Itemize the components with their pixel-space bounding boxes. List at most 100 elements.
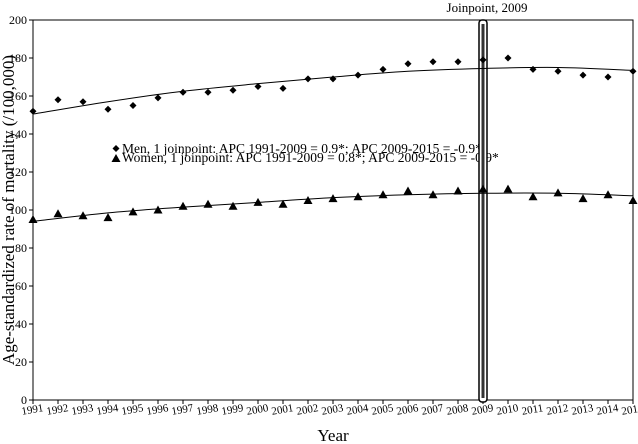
men-point <box>554 67 562 75</box>
x-axis-ticks: 1991 1992 1993 1994 1995 1996 1997 1998 1999 2000… <box>21 400 638 418</box>
men-point <box>454 58 462 66</box>
men-point <box>529 65 537 73</box>
x-tick-label: 2009 <box>471 402 495 418</box>
x-tick-label: 2007 <box>421 402 445 418</box>
women-point <box>503 184 513 193</box>
y-tick-label: 180 <box>9 51 27 65</box>
x-tick-label: 1994 <box>96 402 120 418</box>
men-point <box>629 67 637 75</box>
legend-label-women: Women, 1 joinpoint: APC 1991-2009 = 0.8*… <box>122 150 499 165</box>
women-point <box>53 209 63 218</box>
data-points <box>28 54 638 223</box>
women-point <box>28 215 38 223</box>
women-point <box>253 197 263 206</box>
y-tick-label: 100 <box>9 203 27 217</box>
women-point <box>628 196 638 204</box>
men-point <box>404 60 412 68</box>
y-tick-label: 120 <box>9 165 27 179</box>
x-tick-label: 1992 <box>46 402 70 418</box>
women-point <box>303 196 313 204</box>
x-tick-label: 1995 <box>121 402 145 418</box>
men-point <box>179 88 187 96</box>
x-tick-label: 2002 <box>296 402 320 418</box>
women-point <box>403 186 413 195</box>
men-point <box>379 65 387 73</box>
x-tick-label: 2005 <box>371 402 395 418</box>
women-point <box>228 201 238 210</box>
men-point <box>79 98 87 106</box>
women-point <box>278 199 288 208</box>
men-point <box>279 84 287 92</box>
women-point <box>78 211 88 220</box>
women-point <box>378 190 388 199</box>
women-point <box>528 192 538 201</box>
x-tick-label: 2012 <box>546 402 570 418</box>
women-point <box>103 213 113 222</box>
men-point <box>229 86 237 94</box>
x-tick-label: 2015 <box>621 402 638 418</box>
men-point <box>154 94 162 102</box>
x-tick-label: 2010 <box>496 402 520 418</box>
women-point <box>153 205 163 214</box>
x-tick-label: 2006 <box>396 402 420 418</box>
y-tick-label: 60 <box>15 279 27 293</box>
x-tick-label: 2000 <box>246 402 270 418</box>
women-point <box>203 199 213 208</box>
men-point <box>604 73 612 81</box>
women-point <box>453 186 463 195</box>
women-point <box>178 201 188 210</box>
y-axis-title: Age-standardized rate of mortality (/100… <box>0 55 18 365</box>
x-tick-label: 2008 <box>446 402 470 418</box>
x-tick-label: 1998 <box>196 402 220 418</box>
x-tick-label: 2004 <box>346 402 370 418</box>
women-point <box>603 190 613 199</box>
y-tick-label: 0 <box>21 393 27 407</box>
legend-marker-women <box>111 154 121 162</box>
joinpoint-bar-core <box>481 24 485 398</box>
x-axis-title: Year <box>317 426 349 444</box>
men-point <box>204 88 212 96</box>
women-point <box>353 192 363 201</box>
women-point <box>478 184 488 193</box>
y-tick-label: 140 <box>9 127 27 141</box>
x-tick-label: 1993 <box>71 402 95 418</box>
x-tick-label: 2011 <box>521 402 544 418</box>
women-point <box>328 194 338 203</box>
x-tick-label: 2014 <box>596 402 620 418</box>
women-point <box>428 190 438 199</box>
joinpoint-label: Joinpoint, 2009 <box>447 0 528 15</box>
legend: Men, 1 joinpoint: APC 1991-2009 = 0.9*; … <box>111 141 499 165</box>
x-tick-label: 1997 <box>171 402 195 418</box>
men-point <box>129 102 137 109</box>
trend-line-men <box>32 66 634 115</box>
x-tick-label: 1996 <box>146 402 170 418</box>
x-tick-label: 1999 <box>221 402 245 418</box>
men-point <box>254 83 262 90</box>
y-tick-label: 200 <box>9 13 27 27</box>
x-tick-label: 2013 <box>571 402 595 418</box>
men-point <box>54 96 62 104</box>
y-axis-ticks: 0 20 40 60 80 100 120 140 160 180 200 <box>9 13 33 407</box>
x-tick-label: 2001 <box>271 402 295 418</box>
men-point <box>504 54 512 62</box>
men-point <box>104 105 112 113</box>
men-point <box>304 75 312 83</box>
legend-marker-men <box>112 145 120 152</box>
women-point <box>578 194 588 203</box>
y-tick-label: 40 <box>15 317 27 331</box>
men-point <box>354 71 362 79</box>
y-tick-label: 20 <box>15 355 27 369</box>
x-tick-label: 2003 <box>321 402 345 418</box>
women-point <box>128 207 138 216</box>
y-tick-label: 80 <box>15 241 27 255</box>
men-point <box>329 75 337 83</box>
joinpoint-marker <box>478 19 488 403</box>
y-tick-label: 160 <box>9 89 27 103</box>
men-point <box>29 107 37 115</box>
men-point <box>479 56 487 64</box>
women-point <box>553 188 563 197</box>
legend-label-men: Men, 1 joinpoint: APC 1991-2009 = 0.9*; … <box>122 141 482 156</box>
men-point <box>579 71 587 79</box>
men-point <box>429 58 437 66</box>
